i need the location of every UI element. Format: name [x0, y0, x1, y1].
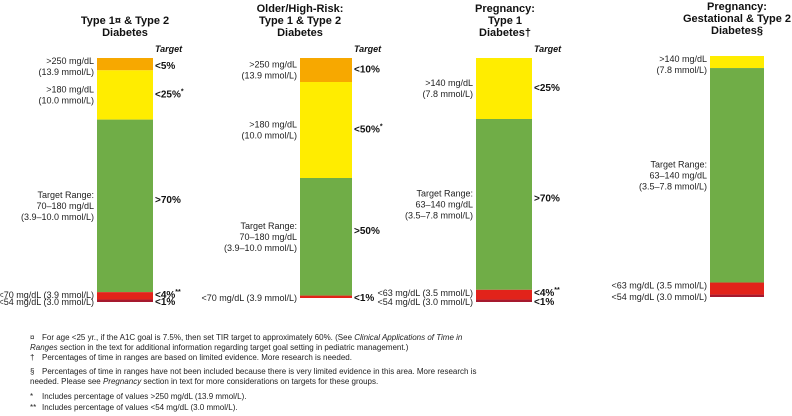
chart-title-line: Gestational & Type 2 [683, 13, 791, 25]
footnote-symbol: † [30, 353, 35, 362]
chart-title-line: Pregnancy: [707, 1, 767, 13]
footnote-symbol: ¤ [30, 333, 35, 342]
target-value: <25% [534, 83, 560, 94]
bar-segment [97, 58, 153, 71]
bar-segment [300, 58, 352, 82]
range-label: (3.9–10.0 mmol/L) [224, 243, 297, 253]
footnote-symbol: § [30, 367, 35, 376]
footnote-symbol: * [30, 392, 34, 401]
target-value: >70% [155, 195, 181, 206]
bar-segment [300, 295, 352, 298]
range-label: >180 mg/dL [249, 120, 297, 130]
chart-title-line: Diabetes [102, 27, 148, 39]
target-value: <1% [155, 297, 175, 308]
chart-title-line: Older/High-Risk: [257, 3, 344, 15]
range-label: <63 mg/dL (3.5 mmol/L) [612, 281, 707, 291]
range-label: Target Range: [416, 188, 473, 198]
target-header: Target [155, 44, 183, 54]
target-value: >50% [354, 226, 380, 237]
chart-title-line: Diabetes§ [711, 25, 763, 37]
bar-segment [300, 82, 352, 178]
chart-title-line: Type 1 & Type 2 [259, 15, 341, 27]
range-label: (7.8 mmol/L) [422, 89, 473, 99]
range-label: 63–140 mg/dL [415, 199, 473, 209]
range-label: >140 mg/dL [659, 54, 707, 64]
target-header: Target [354, 44, 382, 54]
target-value: <4%** [534, 287, 560, 299]
target-value: <5% [155, 61, 175, 72]
target-value: <4%** [155, 289, 181, 301]
bar-segment [97, 70, 153, 120]
target-value: <50%* [354, 124, 383, 136]
target-value: >70% [534, 193, 560, 204]
bar-segment [476, 58, 532, 119]
bar-segment [710, 294, 764, 297]
chart-title-line: Diabetes [277, 27, 323, 39]
range-label: (3.9–10.0 mmol/L) [21, 212, 94, 222]
range-label: <54 mg/dL (3.0 mmol/L) [612, 292, 707, 302]
chart-title-line: Type 1 [488, 15, 522, 27]
footnote-includes-250: * Includes percentage of values >250 mg/d… [30, 392, 247, 401]
range-label: Target Range: [37, 190, 94, 200]
range-label: >250 mg/dL [46, 56, 94, 66]
range-label: <54 mg/dL (3.0 mmol/L) [378, 297, 473, 307]
range-label: Target Range: [650, 159, 707, 169]
target-value: <1% [534, 297, 554, 308]
bar-segment [710, 68, 764, 283]
target-header: Target [534, 44, 562, 54]
range-label: 70–180 mg/dL [239, 232, 297, 242]
bar-segment [97, 292, 153, 300]
chart-title-line: Type 1¤ & Type 2 [81, 15, 169, 27]
target-value: <1% [354, 293, 374, 304]
range-label: >140 mg/dL [425, 78, 473, 88]
range-label: <70 mg/dL (3.9 mmol/L) [0, 290, 94, 300]
range-label: <70 mg/dL (3.9 mmol/L) [202, 293, 297, 303]
range-label: (7.8 mmol/L) [656, 65, 707, 75]
range-label: >180 mg/dL [46, 84, 94, 94]
bar-segment [476, 119, 532, 290]
bar-segment [476, 289, 532, 300]
range-label: <63 mg/dL (3.5 mmol/L) [378, 288, 473, 298]
range-label: (10.0 mmol/L) [241, 131, 297, 141]
footnote-symbol: ** [30, 403, 37, 412]
chart-title-line: Pregnancy: [475, 3, 535, 15]
range-label: (13.9 mmol/L) [38, 67, 94, 77]
range-label: <54 mg/dL (3.0 mmol/L) [0, 297, 94, 307]
footnote-pediatric: ¤ For age <25 yr., if the A1C goal is 7.5… [30, 333, 463, 352]
target-value: <10% [354, 65, 380, 76]
bar-segment [300, 178, 352, 296]
bar-segment [710, 56, 764, 69]
range-label: >250 mg/dL [249, 60, 297, 70]
footnote-includes-54: ** Includes percentage of values <54 mg/d… [30, 403, 238, 412]
bar-segment [97, 299, 153, 302]
bar-segment [710, 282, 764, 295]
bar-segment [476, 299, 532, 302]
footnote-pregnancy: § Percentages of time in ranges have not … [30, 367, 477, 386]
target-value: <25%* [155, 88, 184, 100]
footnote-limited-evidence: † Percentages of time in ranges are based… [30, 353, 352, 362]
chart-title-line: Diabetes† [479, 27, 531, 39]
bar-segment [97, 119, 153, 293]
range-label: Target Range: [240, 221, 297, 231]
range-label: (13.9 mmol/L) [241, 71, 297, 81]
range-label: (3.5–7.8 mmol/L) [639, 181, 707, 191]
range-label: (3.5–7.8 mmol/L) [405, 210, 473, 220]
range-label: (10.0 mmol/L) [38, 95, 94, 105]
range-label: 63–140 mg/dL [649, 170, 707, 180]
range-label: 70–180 mg/dL [36, 201, 94, 211]
